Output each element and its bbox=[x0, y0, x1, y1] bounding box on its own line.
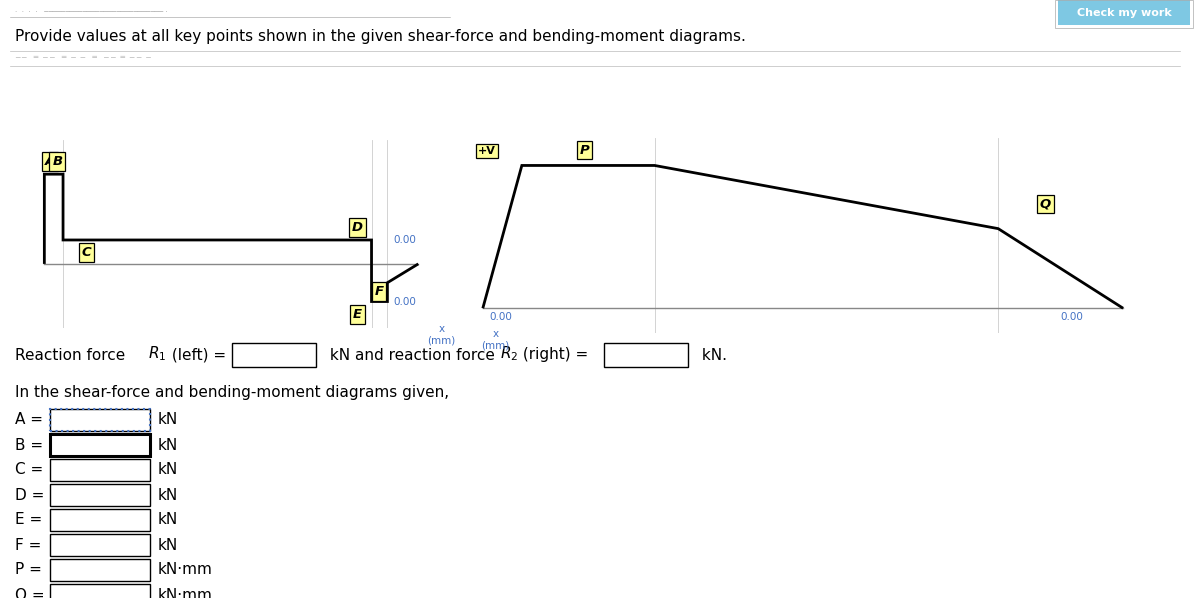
Bar bbox=[1058, 0, 1190, 25]
Text: D =: D = bbox=[14, 487, 44, 502]
Text: Q =: Q = bbox=[14, 587, 44, 598]
Bar bbox=[50, 459, 150, 481]
Text: E: E bbox=[353, 308, 362, 321]
Text: 0.00: 0.00 bbox=[394, 297, 416, 307]
Text: In the shear-force and bending-moment diagrams given,: In the shear-force and bending-moment di… bbox=[14, 386, 449, 401]
Bar bbox=[50, 434, 150, 456]
Bar bbox=[50, 534, 150, 556]
Bar bbox=[50, 434, 150, 456]
Text: F: F bbox=[374, 285, 384, 298]
Text: kN: kN bbox=[158, 512, 179, 527]
Text: Q: Q bbox=[1039, 197, 1051, 210]
Text: x
(mm): x (mm) bbox=[481, 329, 510, 351]
Bar bbox=[50, 409, 150, 431]
Text: ─ ─   ═  ─ ─   ═  ─  ─   ═   ─ ─  ═  ─ ─  ─: ─ ─ ═ ─ ─ ═ ─ ─ ═ ─ ─ ═ ─ ─ ─ bbox=[14, 53, 151, 63]
Text: kN: kN bbox=[158, 462, 179, 477]
Text: Provide values at all key points shown in the given shear-force and bending-mome: Provide values at all key points shown i… bbox=[14, 29, 746, 44]
Text: Reaction force: Reaction force bbox=[14, 347, 130, 362]
Text: B =: B = bbox=[14, 438, 43, 453]
Text: A =: A = bbox=[14, 413, 43, 428]
Text: 0.00: 0.00 bbox=[1061, 312, 1084, 322]
Text: D: D bbox=[352, 221, 364, 234]
Text: kN: kN bbox=[158, 438, 179, 453]
Text: C: C bbox=[82, 246, 91, 260]
Text: kN and reaction force: kN and reaction force bbox=[325, 347, 499, 362]
Text: kN: kN bbox=[158, 487, 179, 502]
Text: kN.: kN. bbox=[697, 347, 727, 362]
Bar bbox=[50, 484, 150, 506]
Text: kN: kN bbox=[158, 413, 179, 428]
Bar bbox=[1055, 0, 1193, 28]
Text: ·  ·  ·  ·   ──────────────────────────── ·: · · · · ──────────────────────────── · bbox=[14, 9, 168, 15]
Text: +V: +V bbox=[478, 147, 496, 156]
Bar bbox=[50, 409, 150, 431]
Text: kN·mm: kN·mm bbox=[158, 587, 212, 598]
Text: 0.00: 0.00 bbox=[394, 235, 416, 245]
Text: x
(mm): x (mm) bbox=[427, 324, 456, 345]
Bar bbox=[50, 584, 150, 598]
Text: A: A bbox=[44, 155, 55, 168]
Text: B: B bbox=[53, 155, 62, 168]
Text: $\mathit{R}_1$: $\mathit{R}_1$ bbox=[148, 344, 167, 364]
Bar bbox=[50, 559, 150, 581]
Text: (right) =: (right) = bbox=[518, 347, 593, 362]
Bar bbox=[232, 343, 316, 367]
Text: kN: kN bbox=[158, 538, 179, 553]
Bar bbox=[604, 343, 688, 367]
Text: $\mathit{R}_2$: $\mathit{R}_2$ bbox=[500, 344, 518, 364]
Text: Check my work: Check my work bbox=[1076, 8, 1171, 18]
Text: kN·mm: kN·mm bbox=[158, 563, 212, 578]
Text: (left) =: (left) = bbox=[167, 347, 230, 362]
Text: P =: P = bbox=[14, 563, 42, 578]
Bar bbox=[50, 509, 150, 531]
Text: C =: C = bbox=[14, 462, 43, 477]
Text: F =: F = bbox=[14, 538, 41, 553]
Text: P: P bbox=[580, 144, 589, 157]
Text: E =: E = bbox=[14, 512, 42, 527]
Text: 0.00: 0.00 bbox=[490, 312, 512, 322]
